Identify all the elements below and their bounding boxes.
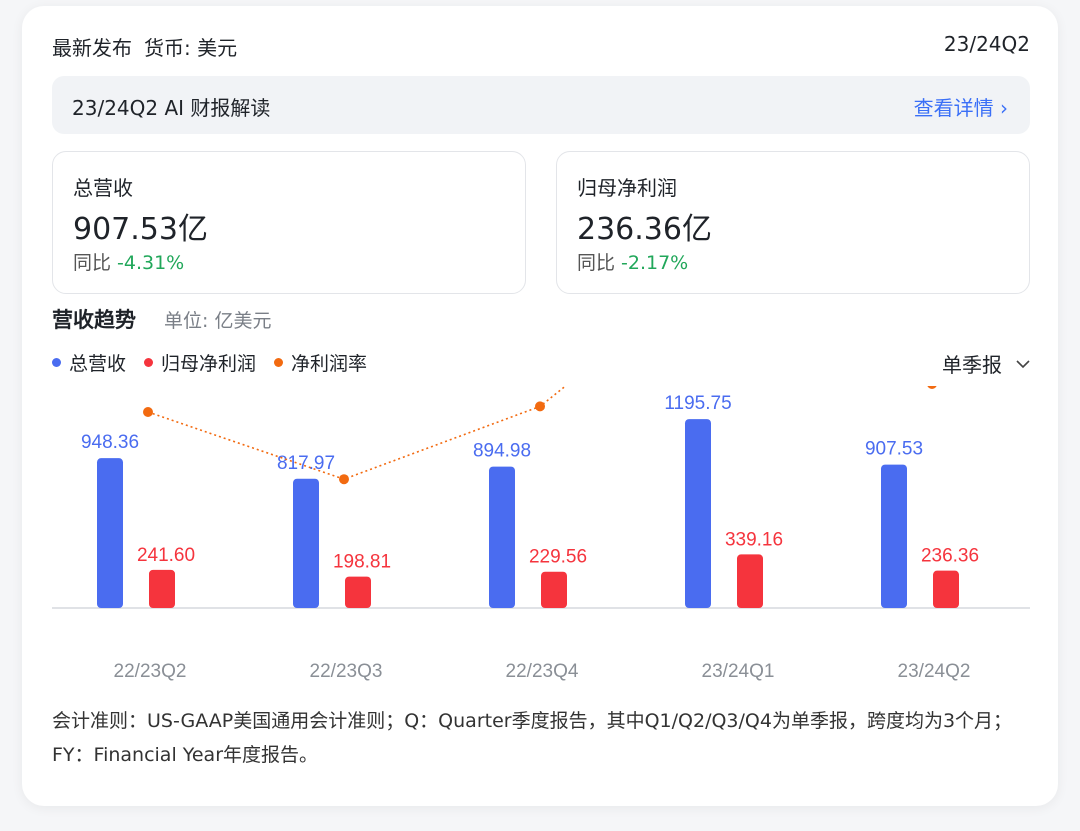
legend-label: 归母净利润	[161, 353, 257, 375]
data-label-revenue: 948.36	[81, 432, 139, 453]
data-label-net-profit: 339.16	[725, 529, 783, 550]
chevron-down-icon	[1016, 354, 1030, 373]
bar-net-profit	[149, 569, 175, 608]
data-label-revenue: 1195.75	[664, 393, 731, 414]
metric-value: 907.53亿	[73, 212, 208, 247]
legend-dot-icon	[144, 358, 154, 367]
metric-yoy: 同比 -2.17%	[577, 248, 688, 275]
bar-revenue	[685, 419, 711, 608]
yoy-label: 同比	[577, 252, 616, 274]
header-title: 最新发布	[52, 36, 132, 60]
data-label-revenue: 907.53	[865, 439, 923, 460]
data-label-revenue: 817.97	[277, 453, 335, 474]
accounting-footnote: 会计准则：US-GAAP美国通用会计准则；Q：Quarter季度报告，其中Q1/…	[52, 710, 1013, 766]
x-tick-label: 22/23Q2	[114, 661, 187, 682]
line-net-margin	[147, 386, 567, 481]
section-unit: 单位: 亿美元	[164, 310, 272, 332]
yoy-label: 同比	[73, 252, 112, 274]
legend-item-margin[interactable]: 净利润率	[274, 349, 367, 376]
ai-report-title: 23/24Q2 AI 财报解读	[72, 96, 271, 120]
metric-label: 归母净利润	[577, 176, 677, 200]
metric-card-revenue: 总营收 907.53亿 同比 -4.31%	[52, 151, 526, 294]
legend-label: 总营收	[69, 353, 127, 375]
legend-dot-icon	[52, 358, 61, 367]
yoy-value: -2.17%	[621, 252, 689, 274]
x-tick-label: 23/24Q1	[702, 661, 775, 682]
section-title: 营收趋势	[52, 308, 136, 332]
bar-net-profit	[345, 576, 371, 608]
currency-label: 货币: 美元	[144, 36, 238, 60]
ai-report-bar[interactable]: 23/24Q2 AI 财报解读 查看详情 ›	[52, 76, 1030, 134]
period-select[interactable]: 单季报	[942, 349, 1030, 378]
view-details-link[interactable]: 查看详情 ›	[913, 96, 1008, 120]
bar-revenue	[489, 466, 515, 608]
bar-net-profit	[737, 554, 763, 608]
yoy-value: -4.31%	[117, 252, 185, 274]
x-tick-label: 22/23Q4	[506, 661, 579, 682]
data-label-net-profit: 198.81	[333, 552, 391, 573]
chart-legend: 总营收 归母净利润 净利润率	[52, 349, 367, 376]
data-label-net-profit: 229.56	[529, 547, 587, 568]
legend-label: 净利润率	[291, 353, 368, 375]
point-net-margin	[535, 401, 545, 412]
bar-revenue	[97, 458, 123, 608]
revenue-trend-chart: 948.36 241.60 22/23Q2 817.97 198.81 22/23Q3 89…	[52, 386, 1030, 682]
bar-revenue	[293, 478, 319, 608]
legend-item-revenue[interactable]: 总营收	[52, 349, 126, 376]
x-tick-label: 23/24Q2	[898, 661, 971, 682]
data-label-net-profit: 236.36	[921, 546, 979, 567]
bar-net-profit	[541, 571, 567, 608]
point-net-margin	[339, 474, 349, 485]
bar-net-profit	[933, 570, 959, 608]
header-period: 23/24Q2	[943, 32, 1030, 56]
metric-label: 总营收	[73, 176, 133, 200]
legend-dot-icon	[274, 358, 284, 367]
metric-card-net-profit: 归母净利润 236.36亿 同比 -2.17%	[556, 151, 1030, 294]
legend-item-net-profit[interactable]: 归母净利润	[144, 349, 256, 376]
data-label-net-profit: 241.60	[137, 545, 195, 566]
data-label-revenue: 894.98	[473, 441, 531, 462]
x-tick-label: 22/23Q3	[310, 661, 383, 682]
bar-revenue	[881, 464, 907, 608]
metric-yoy: 同比 -4.31%	[73, 248, 184, 275]
metric-value: 236.36亿	[577, 212, 712, 247]
financial-summary-card: 最新发布 货币: 美元 23/24Q2 23/24Q2 AI 财报解读 查看详情 …	[22, 6, 1058, 806]
header-left: 最新发布 货币: 美元	[52, 32, 237, 61]
point-net-margin	[927, 386, 937, 389]
period-select-value: 单季报	[942, 353, 1002, 377]
point-net-margin	[143, 407, 153, 417]
